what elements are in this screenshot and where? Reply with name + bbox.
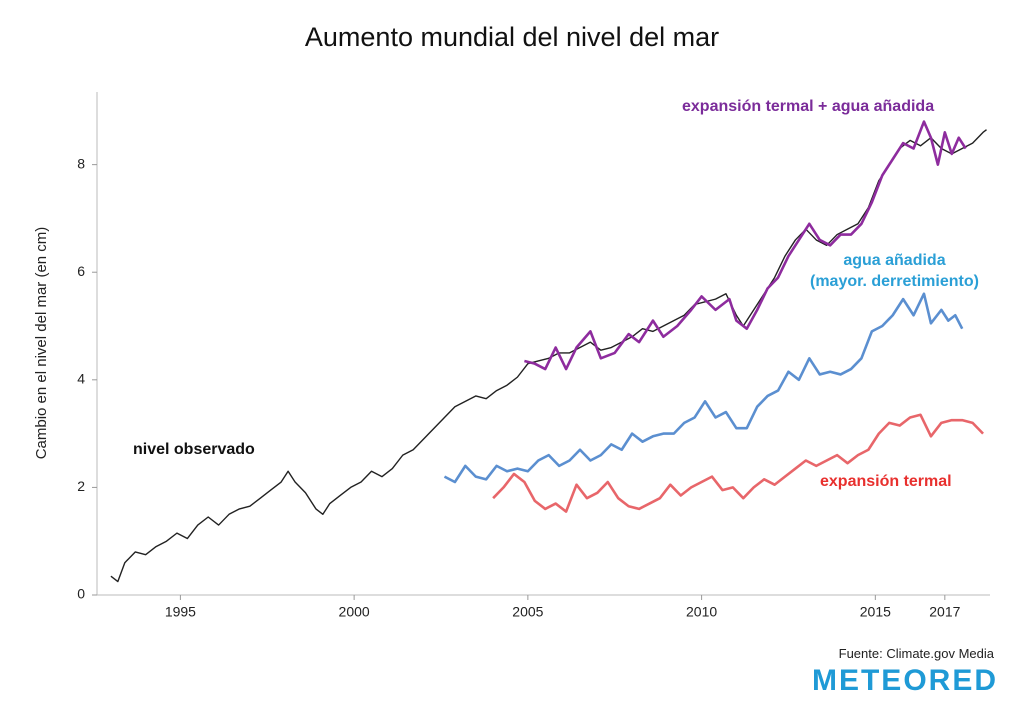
series-label: expansión termal + agua añadida — [682, 98, 935, 115]
x-tick-label: 2015 — [860, 604, 891, 620]
x-tick-label: 2017 — [929, 604, 960, 620]
y-tick-label: 6 — [77, 263, 85, 279]
x-tick-label: 2000 — [339, 604, 370, 620]
logo: METEORED — [811, 664, 998, 697]
y-tick-label: 0 — [77, 586, 85, 602]
y-tick-label: 2 — [77, 478, 85, 494]
y-tick-label: 8 — [77, 155, 85, 171]
y-tick-label: 4 — [77, 371, 85, 387]
series-line — [524, 120, 967, 371]
series-label: nivel observado — [133, 441, 255, 458]
y-axis-label: Cambio en el nivel del mar (en cm) — [33, 227, 50, 460]
series-label: expansión termal — [820, 473, 952, 490]
series-label: agua añadida (mayor. derretimiento) — [810, 252, 979, 290]
x-tick-label: 2005 — [512, 604, 543, 620]
x-tick-label: 2010 — [686, 604, 717, 620]
series-line — [443, 292, 964, 484]
series-line — [492, 413, 984, 513]
chart-title: Aumento mundial del nivel del mar — [304, 22, 720, 52]
x-tick-label: 1995 — [165, 604, 196, 620]
series-line — [110, 129, 987, 583]
source: Fuente: Climate.gov Media — [838, 646, 994, 661]
